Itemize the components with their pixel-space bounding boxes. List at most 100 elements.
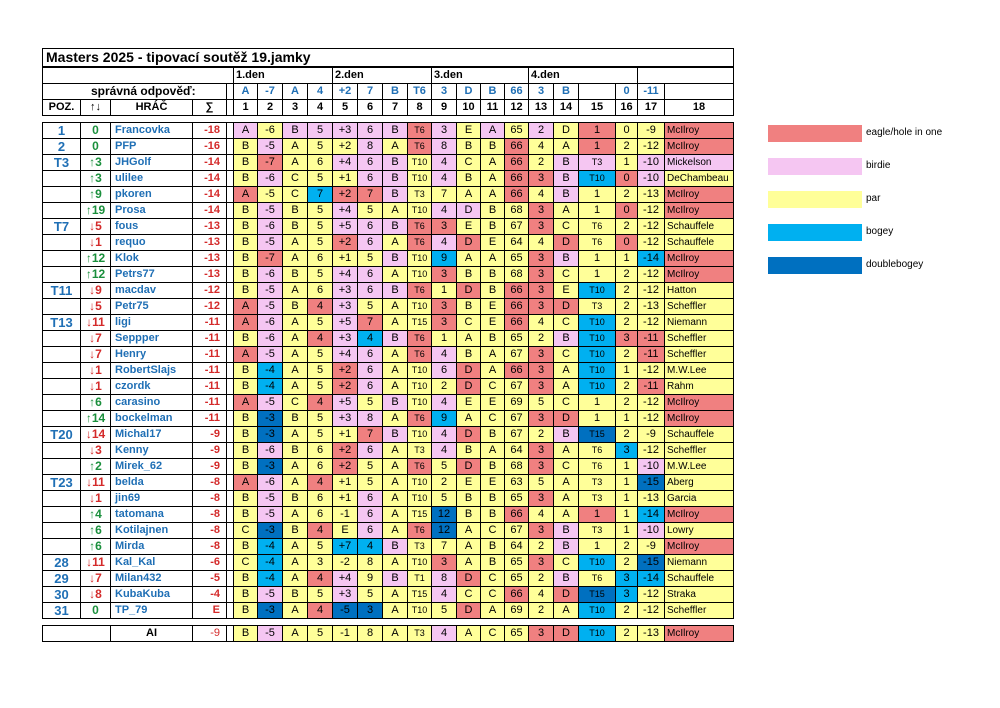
player-row: 30 ↓8 KubaKuba -4 B -5 B 5 +3 5 A T15 4 C C 66 4 D T15 3 -12… xyxy=(42,586,734,603)
tip-cell: 6 xyxy=(357,442,383,459)
tip-cell: A xyxy=(233,394,258,411)
tip-cell: 66 xyxy=(504,186,529,203)
header-hole: 15 xyxy=(578,99,616,116)
legend-item-par: par xyxy=(768,191,968,211)
tip-cell: T6 xyxy=(407,122,432,139)
tip-cell: 5 xyxy=(307,234,333,251)
tip-cell: B xyxy=(382,170,408,187)
tip-cell: B xyxy=(456,170,481,187)
tip-cell: C xyxy=(480,410,505,427)
tip-cell: T10 xyxy=(407,266,432,283)
tip-cell: -11 xyxy=(637,346,665,363)
rank-change: ↑3 xyxy=(80,154,111,171)
tip-cell: 2 xyxy=(615,186,638,203)
tip-cell: 4 xyxy=(528,314,554,331)
spacer-cell xyxy=(578,115,616,123)
tip-cell: T15 xyxy=(407,586,432,603)
tip-cell: A xyxy=(456,330,481,347)
tip-cell: Niemann xyxy=(664,314,734,331)
tip-cell: 1 xyxy=(578,410,616,427)
tip-cell: T10 xyxy=(578,625,616,642)
tip-cell: T3 xyxy=(407,625,432,642)
tip-cell: B xyxy=(456,266,481,283)
player-name: Petrs77 xyxy=(110,266,193,283)
tip-cell: B xyxy=(480,538,505,555)
page-title: Masters 2025 - tipovací soutěž 19.jamky xyxy=(42,48,734,68)
day-spacer xyxy=(42,66,234,84)
tip-cell: B xyxy=(456,298,481,315)
tip-cell: E xyxy=(553,282,579,299)
tip-cell: -5 xyxy=(257,506,283,523)
rank-change: ↑19 xyxy=(80,202,111,219)
day-label: 1.den xyxy=(233,66,283,84)
tip-cell: C xyxy=(480,625,505,642)
tip-cell: C xyxy=(553,554,579,571)
tip-cell: 66 xyxy=(504,298,529,315)
tip-cell: T15 xyxy=(407,314,432,331)
tip-cell: 6 xyxy=(307,250,333,267)
tip-cell: -7 xyxy=(257,154,283,171)
tip-cell: A xyxy=(382,474,408,491)
tip-cell: 6 xyxy=(307,490,333,507)
tip-cell: -2 xyxy=(332,554,358,571)
tip-cell: 1 xyxy=(578,202,616,219)
tip-cell: -10 xyxy=(637,458,665,475)
tip-cell: T10 xyxy=(407,202,432,219)
tip-cell: T10 xyxy=(578,554,616,571)
header-pos: POZ. xyxy=(42,99,81,116)
tip-cell: B xyxy=(553,570,579,587)
tip-cell: -4 xyxy=(257,554,283,571)
tip-cell: +3 xyxy=(332,122,358,139)
player-row: ↓5 Petr75 -12 A -5 B 4 +3 5 A T10 3 B E 66 3 D T3 2 -13 Sche… xyxy=(42,298,734,315)
gap-cell xyxy=(226,538,234,555)
tip-cell: D xyxy=(456,426,481,443)
total-score: -14 xyxy=(192,154,227,171)
tip-cell: 12 xyxy=(431,522,457,539)
tip-cell: E xyxy=(456,394,481,411)
tip-cell: 0 xyxy=(615,122,638,139)
header-hole: 11 xyxy=(480,99,505,116)
tip-cell: 2 xyxy=(528,122,554,139)
header-hole: 7 xyxy=(382,99,408,116)
tip-cell: 3 xyxy=(528,522,554,539)
tip-cell: B xyxy=(480,426,505,443)
total-score: -11 xyxy=(192,346,227,363)
tip-cell: 3 xyxy=(431,266,457,283)
tip-cell: 1 xyxy=(578,538,616,555)
player-name: Milan432 xyxy=(110,570,193,587)
player-row: ↑2 Mirek_62 -9 B -3 A 6 +2 5 A T6 5 D B 68 3 C T6 1 -10 M.W.… xyxy=(42,458,734,475)
gap-cell xyxy=(226,378,234,395)
tip-cell: T10 xyxy=(407,298,432,315)
total-score: -11 xyxy=(192,410,227,427)
spacer-cell xyxy=(307,618,333,626)
tip-cell: B xyxy=(382,426,408,443)
tip-cell: 5 xyxy=(307,410,333,427)
tip-cell: 67 xyxy=(504,522,529,539)
tip-cell: A xyxy=(456,410,481,427)
tip-cell: Scheffler xyxy=(664,298,734,315)
player-name: macdav xyxy=(110,282,193,299)
player-name: Henry xyxy=(110,346,193,363)
position xyxy=(42,170,81,187)
tip-cell: A xyxy=(480,186,505,203)
tip-cell: +5 xyxy=(332,314,358,331)
tip-cell: 3 xyxy=(528,218,554,235)
tip-cell: -5 xyxy=(257,186,283,203)
spacer-cell xyxy=(42,115,81,123)
tip-cell: Scheffler xyxy=(664,602,734,619)
tip-cell: E xyxy=(480,394,505,411)
tip-cell: C xyxy=(233,554,258,571)
position xyxy=(42,522,81,539)
tip-cell: A xyxy=(282,426,308,443)
tip-cell: B xyxy=(382,154,408,171)
position xyxy=(42,346,81,363)
tip-cell: 66 xyxy=(504,154,529,171)
tip-cell: +3 xyxy=(332,330,358,347)
tip-cell: 4 xyxy=(528,586,554,603)
rank-change: ↓3 xyxy=(80,442,111,459)
tip-cell: A xyxy=(233,474,258,491)
tip-cell: B xyxy=(382,218,408,235)
tip-cell: T10 xyxy=(407,378,432,395)
total-score: -8 xyxy=(192,538,227,555)
gap-cell xyxy=(226,266,234,283)
